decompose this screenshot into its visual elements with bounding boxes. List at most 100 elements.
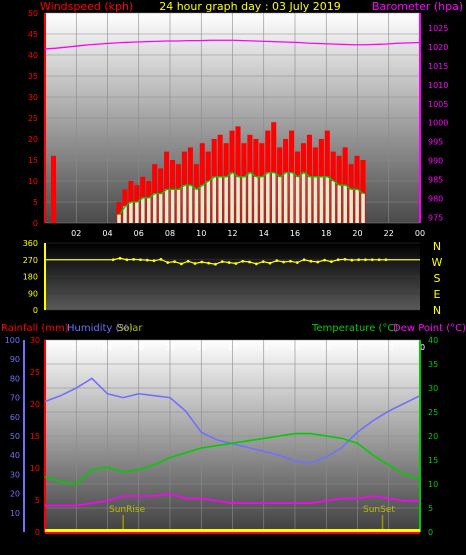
direction-point: [125, 258, 129, 262]
average-bar: [343, 185, 347, 223]
y-tick-label: 45: [28, 30, 38, 39]
direction-point: [179, 262, 183, 266]
average-wind-line: [118, 171, 364, 215]
direction-point: [159, 257, 163, 261]
y-tick-label: 0: [33, 219, 38, 228]
temperature-line: [44, 432, 421, 485]
compass-labels: N W S E N: [432, 240, 443, 317]
average-bar: [135, 202, 139, 223]
compass-label: S: [434, 272, 441, 285]
windspeed-axis-label: Windspeed (kph): [40, 0, 133, 13]
y2-tick-label: 1000: [428, 119, 448, 128]
direction-point: [384, 258, 388, 262]
direction-point: [377, 258, 381, 262]
gust-bar: [164, 151, 170, 223]
x-tick-label: 18: [321, 343, 331, 352]
direction-point: [316, 260, 320, 264]
rain-tick-label: 25: [30, 368, 40, 377]
rain-tick-label: 15: [30, 432, 40, 441]
average-bar: [194, 189, 199, 223]
direction-point: [295, 261, 299, 264]
y-tick-label: 20: [28, 135, 38, 144]
temp-tick-label: 25: [428, 408, 438, 417]
average-bar: [129, 202, 133, 223]
direction-point: [357, 258, 361, 262]
temp-tick-label: 0: [428, 528, 433, 537]
average-bar: [182, 185, 187, 223]
y2-tick-label: 985: [428, 175, 443, 184]
average-bar: [254, 176, 258, 223]
direction-point: [336, 258, 340, 262]
x-tick-label: 16: [290, 343, 300, 352]
direction-point: [200, 260, 204, 264]
average-bar: [242, 176, 246, 223]
x-tick-label: 08: [165, 343, 175, 352]
x-tick-label: 10: [196, 343, 206, 352]
dewpoint-line: [45, 492, 420, 507]
y2-tick-label: 990: [428, 157, 443, 166]
average-bar: [260, 176, 264, 223]
rain-tick-label: 20: [30, 400, 40, 409]
humidity-tick-label: 10: [10, 509, 20, 518]
average-bar: [248, 172, 252, 223]
humidity-tick-label: 100: [5, 336, 20, 345]
x-tick-label: 06: [134, 229, 144, 238]
compass-label: W: [432, 256, 443, 269]
y-tick-label: 40: [28, 51, 38, 60]
y2-tick-label: 980: [428, 194, 443, 203]
x-tick-label: 14: [259, 229, 269, 238]
rain-tick-label: 0: [35, 528, 40, 537]
average-bar: [337, 185, 342, 223]
direction-point: [364, 258, 367, 262]
average-bar: [218, 176, 222, 223]
average-bar: [349, 189, 353, 223]
direction-point: [166, 261, 170, 264]
direction-point: [118, 256, 122, 260]
y-tick-label: 90: [28, 289, 38, 298]
direction-point: [275, 259, 279, 263]
gust-bar: [199, 143, 205, 223]
y2-tick-label: 1015: [428, 62, 448, 71]
direction-point: [152, 259, 156, 263]
y-tick-label: 35: [28, 72, 38, 81]
average-bar: [117, 214, 121, 223]
direction-point: [241, 259, 245, 263]
rain-tick-label: 10: [30, 464, 40, 473]
direction-point: [145, 258, 149, 262]
x-tick-label: 22: [384, 343, 394, 352]
temp-tick-label: 35: [428, 360, 438, 369]
x-tick-label: 08: [165, 229, 175, 238]
direction-point: [350, 258, 354, 262]
average-bar: [295, 176, 300, 223]
x-tick-label: 16: [290, 229, 300, 238]
direction-point: [268, 261, 272, 265]
y2-tick-label: 1020: [428, 43, 448, 52]
temp-tick-label: 20: [428, 432, 438, 441]
y-tick-label: 25: [28, 114, 38, 123]
direction-point: [234, 262, 238, 265]
sunset-label: SunSet: [363, 505, 395, 515]
direction-point: [323, 258, 326, 262]
direction-point: [220, 260, 224, 264]
average-bar: [313, 176, 318, 223]
y-tick-label: 270: [23, 256, 38, 265]
gust-bar: [360, 160, 366, 223]
average-bar: [361, 193, 365, 223]
x-tick-label: 04: [102, 343, 112, 352]
x-tick-label: 14: [259, 343, 269, 352]
average-bar: [176, 189, 181, 223]
direction-point: [111, 258, 115, 262]
y-tick-label: 360: [23, 239, 38, 248]
average-bar: [289, 172, 294, 223]
humidity-tick-label: 90: [10, 355, 20, 364]
direction-point: [282, 260, 286, 264]
average-bar: [164, 189, 169, 223]
gust-bar: [50, 155, 57, 223]
direction-point: [289, 259, 292, 263]
average-bar: [283, 172, 288, 223]
y2-tick-label: 1005: [428, 100, 448, 109]
average-bar: [331, 181, 336, 223]
average-bar: [301, 172, 306, 223]
average-bar: [236, 176, 240, 223]
direction-point: [370, 258, 374, 262]
